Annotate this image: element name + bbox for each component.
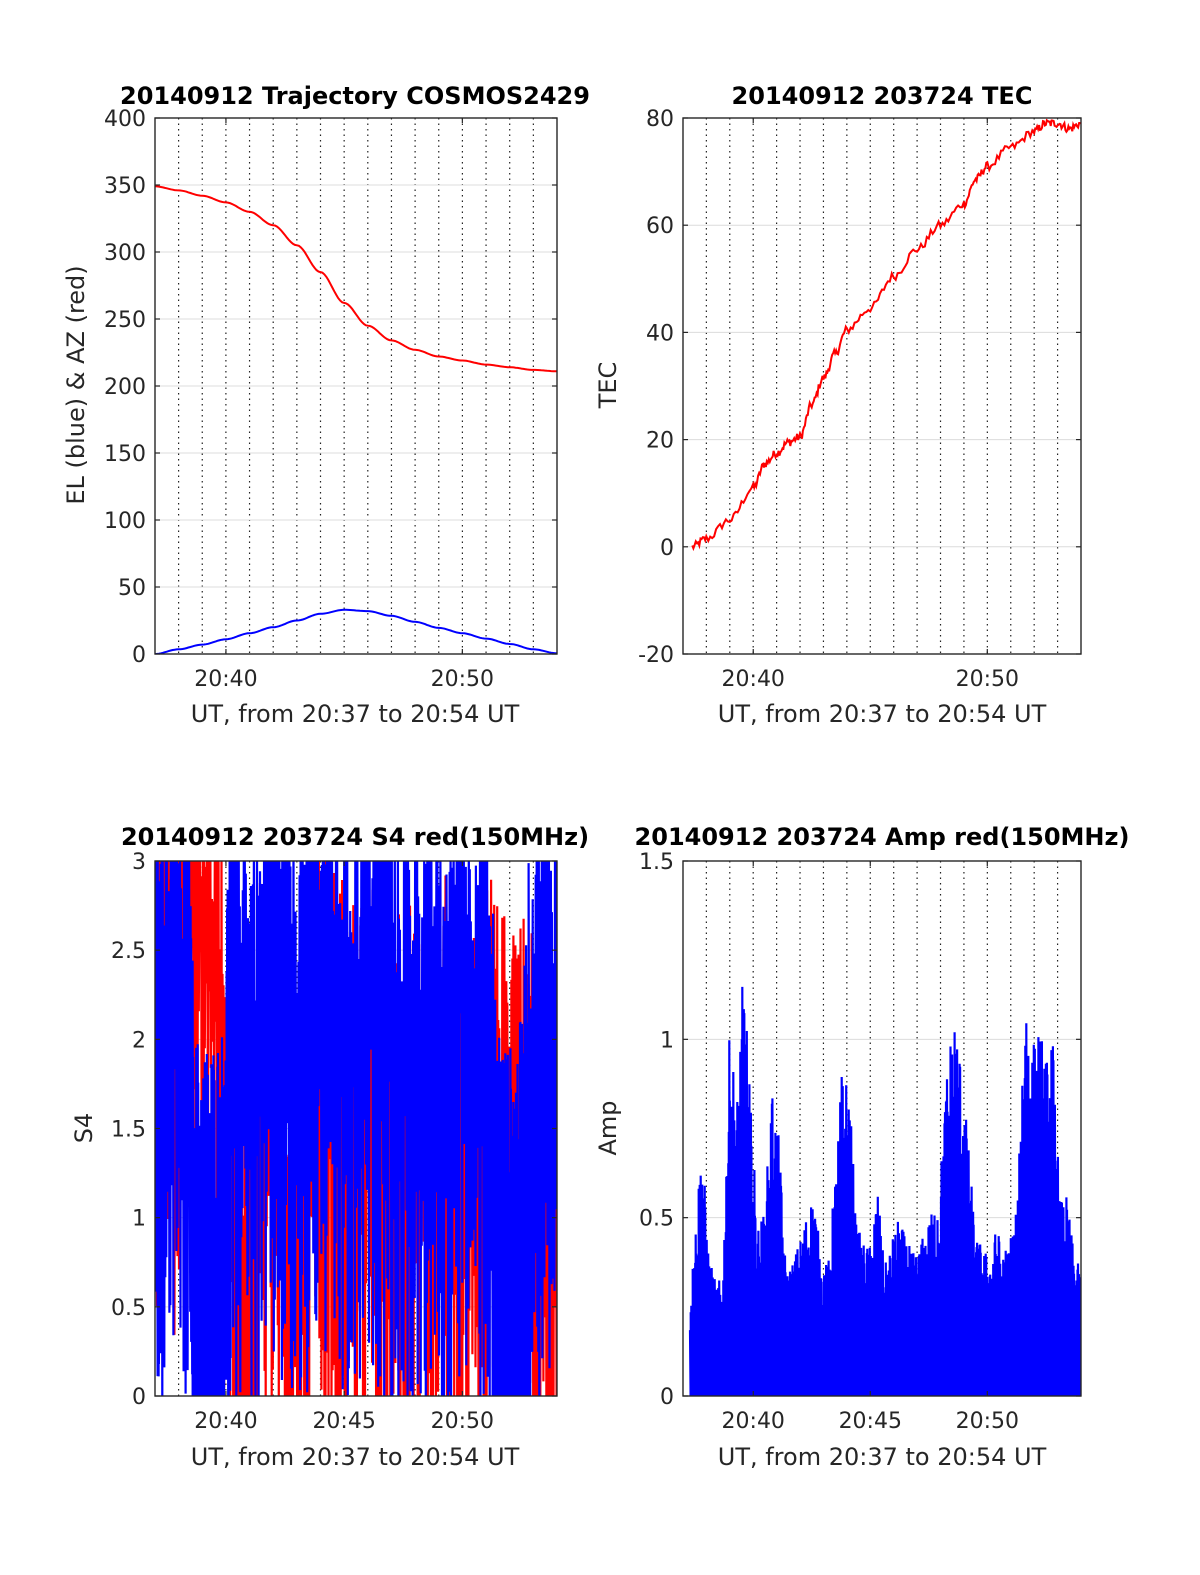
series-line bbox=[155, 185, 557, 373]
axes-frame bbox=[682, 860, 1082, 1397]
y-axis-label: EL (blue) & AZ (red) bbox=[62, 265, 90, 504]
y-axis-label: Amp bbox=[594, 1100, 622, 1155]
plot-area: -20 0 20 40 60 80 20:40 20:50 bbox=[638, 107, 1082, 692]
panel-amp: 20140912 203724 Amp red(150MHz) 0 0.5 1 1.5… bbox=[594, 823, 1129, 1471]
plot-area: 0 0.5 1 1.5 2 2.5 3 20:40 20:45 20:50 bbox=[111, 850, 558, 1434]
x-tick-label: 20:50 bbox=[431, 667, 494, 692]
y-tick-label: 100 bbox=[104, 509, 146, 534]
x-tick-label: 20:40 bbox=[194, 1409, 257, 1434]
x-tick-label: 20:40 bbox=[722, 667, 785, 692]
y-tick-label: 40 bbox=[646, 321, 674, 346]
series-line bbox=[155, 861, 557, 1396]
x-axis-label: UT, from 20:37 to 20:54 UT bbox=[191, 1443, 520, 1471]
y-tick-label: 2.5 bbox=[111, 939, 146, 964]
y-tick-label: 50 bbox=[118, 576, 146, 601]
y-tick-label: 2 bbox=[132, 1028, 146, 1053]
x-tick-label: 20:50 bbox=[431, 1409, 494, 1434]
plot-area: 0 50 100 150 200 250 300 350 400 20:40 20:50 bbox=[104, 107, 558, 692]
series-line bbox=[691, 118, 1081, 552]
y-tick-label: 0.5 bbox=[111, 1296, 146, 1321]
y-tick-label: 80 bbox=[646, 107, 674, 132]
y-tick-label: 0.5 bbox=[639, 1207, 674, 1232]
x-tick-label: 20:45 bbox=[312, 1409, 375, 1434]
y-axis-label: TEC bbox=[594, 362, 622, 410]
y-tick-label: 20 bbox=[646, 429, 674, 454]
y-tick-label: 400 bbox=[104, 107, 146, 132]
panel-tec: 20140912 203724 TEC -20 0 20 40 60 80 20:40 20:… bbox=[594, 82, 1082, 728]
y-tick-label: 200 bbox=[104, 375, 146, 400]
y-tick-label: 0 bbox=[132, 1385, 146, 1410]
series-line bbox=[688, 986, 1081, 1396]
y-tick-label: 1.5 bbox=[111, 1118, 146, 1143]
y-tick-label: 3 bbox=[132, 850, 146, 875]
chart-title: 20140912 203724 Amp red(150MHz) bbox=[635, 823, 1130, 851]
y-tick-label: 0 bbox=[132, 643, 146, 668]
series-line bbox=[155, 608, 557, 654]
x-tick-label: 20:45 bbox=[839, 1409, 902, 1434]
axes-frame bbox=[682, 117, 1082, 655]
plot-area: 0 0.5 1 1.5 20:40 20:45 20:50 bbox=[639, 850, 1082, 1434]
y-tick-label: 300 bbox=[104, 241, 146, 266]
y-tick-label: 0 bbox=[660, 536, 674, 561]
y-tick-label: 0 bbox=[660, 1385, 674, 1410]
x-tick-label: 20:50 bbox=[956, 667, 1019, 692]
x-tick-label: 20:40 bbox=[722, 1409, 785, 1434]
x-axis-label: UT, from 20:37 to 20:54 UT bbox=[191, 700, 520, 728]
x-axis-label: UT, from 20:37 to 20:54 UT bbox=[718, 1443, 1047, 1471]
chart-title: 20140912 203724 S4 red(150MHz) bbox=[121, 823, 589, 851]
y-tick-label: 60 bbox=[646, 214, 674, 239]
chart-title: 20140912 Trajectory COSMOS2429 bbox=[120, 82, 590, 110]
y-tick-label: 350 bbox=[104, 174, 146, 199]
x-tick-label: 20:40 bbox=[194, 667, 257, 692]
y-axis-label: S4 bbox=[70, 1113, 98, 1144]
x-axis-label: UT, from 20:37 to 20:54 UT bbox=[718, 700, 1047, 728]
y-tick-label: -20 bbox=[638, 643, 674, 668]
y-tick-label: 150 bbox=[104, 442, 146, 467]
panel-trajectory: 20140912 Trajectory COSMOS2429 0 50 100 150… bbox=[62, 82, 590, 728]
y-tick-label: 250 bbox=[104, 308, 146, 333]
y-tick-label: 1 bbox=[660, 1028, 674, 1053]
y-tick-label: 1.5 bbox=[639, 850, 674, 875]
chart-title: 20140912 203724 TEC bbox=[732, 82, 1033, 110]
y-tick-label: 1 bbox=[132, 1207, 146, 1232]
x-tick-label: 20:50 bbox=[956, 1409, 1019, 1434]
panel-s4: 20140912 203724 S4 red(150MHz) 0 0.5 1 1.5 2… bbox=[70, 823, 589, 1471]
